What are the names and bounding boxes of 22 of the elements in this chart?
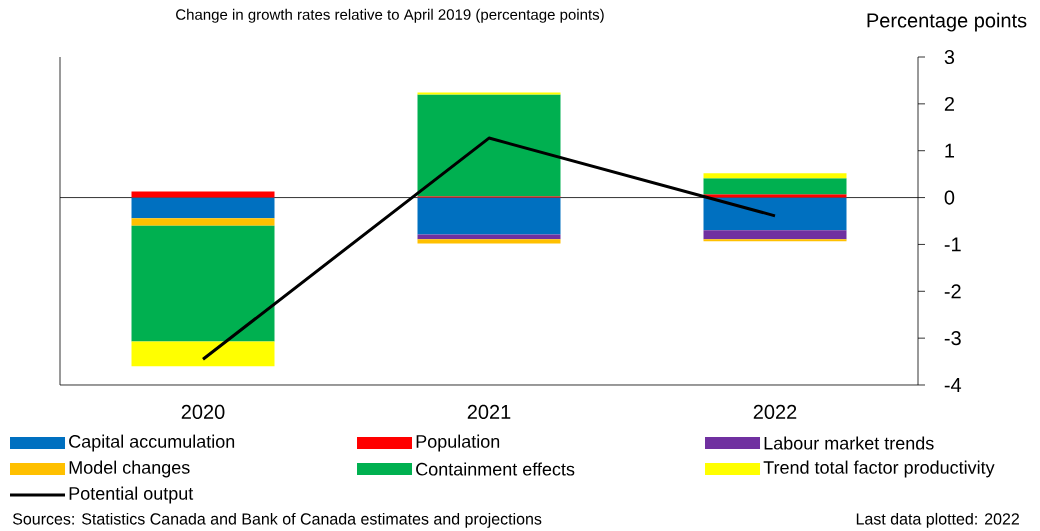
x-tick-label: 2021 xyxy=(467,404,511,420)
x-tick-label: 2022 xyxy=(753,404,797,420)
y-tick-label: 0 xyxy=(944,190,955,205)
y-tick-label: 3 xyxy=(944,49,955,65)
source-note: Sources: Statistics Canada and Bank of Canada estimates and projections xyxy=(12,512,542,528)
legend-label: Labour market trends xyxy=(764,436,934,450)
text: Last data plotted: 2022 xyxy=(856,512,1019,528)
x-tick-label: 2020 xyxy=(181,404,225,420)
legend-label: Potential output xyxy=(69,486,194,504)
y-tick-label: -1 xyxy=(944,237,961,252)
chart-title: Change in growth rates relative to April 2019 (percentage points) xyxy=(176,8,604,23)
y-tick-label: -2 xyxy=(944,284,961,299)
y-axis-title: Percentage points xyxy=(867,12,1027,32)
y-tick-label: -3 xyxy=(944,331,961,346)
y-tick-label: 2 xyxy=(944,96,954,111)
y-tick-label: -4 xyxy=(944,378,962,392)
legend-label: Model changes xyxy=(69,460,190,478)
legend-label: Capital accumulation xyxy=(69,434,235,452)
y-tick-label: 1 xyxy=(945,143,955,158)
legend-label: Population xyxy=(416,434,500,452)
legend-label: Trend total factor productivity xyxy=(763,460,995,478)
legend-label: Containment effects xyxy=(416,462,575,476)
